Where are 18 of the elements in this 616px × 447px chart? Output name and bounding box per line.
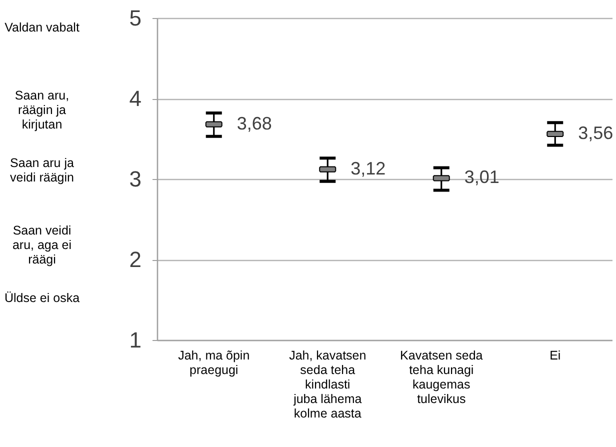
x-tick-label: Kavatsen seda teha kunagi kaugemas tulevikus (400, 348, 483, 406)
data-label: 3,56 (578, 122, 614, 143)
y-tick-label: 1 (129, 328, 142, 352)
text: Saan aru, räägin ja kirjutan (14, 88, 70, 132)
data-label: 3,68 (236, 113, 272, 134)
y-tick-label: 5 (129, 6, 142, 30)
x-tick-label: Ei (550, 348, 561, 362)
text: Valdan vabalt (4, 20, 80, 35)
text: Saan aru ja veidi räägin (10, 156, 74, 184)
y-tick-label: 4 (129, 86, 142, 111)
data-label: 3,12 (350, 158, 386, 178)
data-label: 3,01 (464, 167, 500, 188)
text: Üldse ei oska (4, 291, 80, 306)
x-tick-label: Jah, ma õpin praegugi (178, 348, 250, 377)
y-tick-label: 2 (129, 247, 142, 272)
text: Saan veidi aru, aga ei räägi (12, 224, 72, 267)
y-tick-label: 3 (129, 166, 142, 192)
x-tick-label: Jah, kavatsen seda teha kindlasti juba lähema kolme aasta (289, 348, 366, 420)
